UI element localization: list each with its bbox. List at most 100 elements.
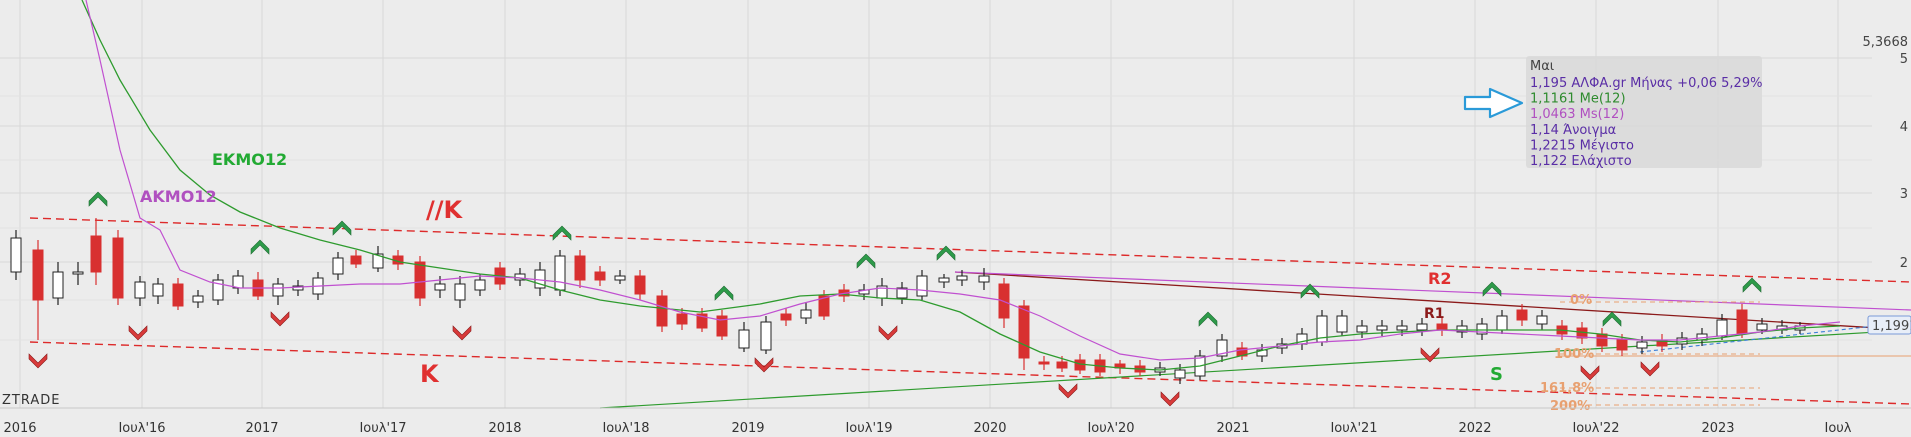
candle-body bbox=[52, 271, 64, 299]
candle-body bbox=[956, 275, 968, 281]
chevron-up-icon bbox=[1482, 281, 1502, 297]
annotation-label: 161,8% bbox=[1540, 381, 1594, 396]
trend-lines bbox=[29, 217, 1911, 409]
last-price-label: 1,1991 bbox=[1872, 319, 1911, 334]
chevron-up-icon bbox=[332, 220, 352, 236]
arrow-right-icon bbox=[1463, 87, 1524, 119]
candle-body bbox=[1436, 323, 1448, 331]
info-line: 1,2215 Μέγιστο bbox=[1530, 138, 1634, 153]
chevron-up-icon bbox=[714, 285, 734, 301]
candle-body bbox=[738, 329, 750, 349]
y-tick-label: 4 bbox=[1900, 120, 1908, 135]
candle-body bbox=[10, 237, 22, 273]
candle-body bbox=[594, 271, 606, 281]
chevron-up-icon bbox=[1198, 311, 1218, 327]
candle-body bbox=[372, 253, 384, 269]
x-tick-label: Ιουλ'19 bbox=[845, 421, 892, 436]
candle-body bbox=[434, 283, 446, 291]
candle-body bbox=[1396, 325, 1408, 331]
candle-body bbox=[916, 275, 928, 297]
sma-line bbox=[85, 0, 1841, 361]
chevron-up-icon bbox=[250, 239, 270, 255]
x-tick-label: Ιουλ'22 bbox=[1572, 421, 1619, 436]
x-tick-label: Ιουλ'17 bbox=[359, 421, 406, 436]
annotation-label: K bbox=[420, 360, 440, 388]
x-tick-label: Ιουλ'18 bbox=[602, 421, 649, 436]
moving-averages bbox=[81, 0, 1841, 371]
channel-upper-line bbox=[29, 217, 1911, 283]
candle-body bbox=[614, 275, 626, 281]
info-line: 1,14 Άνοιγμα bbox=[1530, 123, 1616, 138]
candle-body bbox=[1416, 323, 1428, 331]
candle-body bbox=[474, 279, 486, 291]
candle-body bbox=[414, 261, 426, 299]
chevron-down-icon bbox=[754, 357, 774, 373]
x-tick-label: 2023 bbox=[1701, 421, 1734, 436]
candle-body bbox=[1336, 315, 1348, 333]
candle-body bbox=[90, 235, 102, 273]
x-tick-label: 2022 bbox=[1458, 421, 1491, 436]
support-blue-line bbox=[1639, 321, 1911, 353]
candle-body bbox=[716, 315, 728, 337]
annotation-label: 200% bbox=[1550, 399, 1590, 414]
candle-body bbox=[1018, 305, 1030, 359]
candle-body bbox=[1756, 323, 1768, 331]
candle-body bbox=[152, 283, 164, 297]
candle-body bbox=[350, 255, 362, 265]
x-tick-label: 2020 bbox=[973, 421, 1006, 436]
candle-body bbox=[1174, 369, 1186, 379]
candle-body bbox=[212, 279, 224, 301]
candle-body bbox=[1496, 315, 1508, 331]
candle-body bbox=[1056, 361, 1068, 369]
candle-body bbox=[172, 283, 184, 307]
chevron-down-icon bbox=[1058, 383, 1078, 399]
chevron-down-icon bbox=[452, 325, 472, 341]
x-tick-label: Ιουλ'20 bbox=[1087, 421, 1134, 436]
candle-body bbox=[72, 271, 84, 275]
candle-body bbox=[696, 313, 708, 329]
info-line: 1,1161 Me(12) bbox=[1530, 92, 1626, 107]
candle-body bbox=[760, 321, 772, 351]
chevron-down-icon bbox=[1580, 365, 1600, 381]
chevron-down-icon bbox=[128, 325, 148, 341]
candle-body bbox=[1616, 339, 1628, 351]
annotation-label: ΑΚΜΟ12 bbox=[140, 187, 217, 206]
chevron-up-icon bbox=[552, 225, 572, 241]
signal-arrows bbox=[28, 191, 1762, 407]
info-line: 1,0463 Ms(12) bbox=[1530, 107, 1624, 122]
y-tick-label: 5 bbox=[1900, 52, 1908, 67]
candle-body bbox=[978, 275, 990, 283]
channel-lower-line bbox=[29, 341, 1911, 405]
s-line bbox=[599, 329, 1911, 409]
candle-body bbox=[232, 275, 244, 289]
info-line: 1,195 ΑΛΦΑ.gr Μήνας +0,06 5,29% bbox=[1530, 76, 1762, 91]
axes: 2016 Ιουλ'16 2017 Ιουλ'17 2018 Ιουλ'18 2019 Ιου… bbox=[0, 35, 1911, 436]
candle-body bbox=[292, 285, 304, 291]
candle-body bbox=[32, 249, 44, 301]
candle-body bbox=[676, 313, 688, 325]
chevron-down-icon bbox=[28, 353, 48, 369]
y-tick-label: 3 bbox=[1900, 187, 1908, 202]
chevron-up-icon bbox=[88, 191, 108, 207]
chevron-down-icon bbox=[1640, 361, 1660, 377]
candle-body bbox=[1476, 323, 1488, 335]
candle-body bbox=[1216, 339, 1228, 357]
annotation-label: R2 bbox=[1428, 269, 1451, 288]
candle-body bbox=[1596, 333, 1608, 347]
candle-body bbox=[800, 309, 812, 319]
candle-body bbox=[1716, 319, 1728, 337]
candle-body bbox=[1038, 361, 1050, 365]
chevron-up-icon bbox=[1300, 283, 1320, 299]
info-month: Μαι bbox=[1530, 59, 1554, 74]
candle-body bbox=[454, 283, 466, 301]
annotation-label: ΕΚΜΟ12 bbox=[212, 150, 287, 169]
x-tick-label: 2019 bbox=[731, 421, 764, 436]
watermark: ZTRADE bbox=[2, 393, 60, 408]
chevron-down-icon bbox=[878, 325, 898, 341]
candle-body bbox=[656, 295, 668, 327]
annotations: ZTRADE ΕΚΜΟ12 ΑΚΜΟ12 //K K R2 R1 S 0% 100% 161,8% 2… bbox=[2, 150, 1594, 414]
candle-body bbox=[192, 295, 204, 303]
candle-body bbox=[818, 295, 830, 317]
candle-body bbox=[1356, 325, 1368, 333]
